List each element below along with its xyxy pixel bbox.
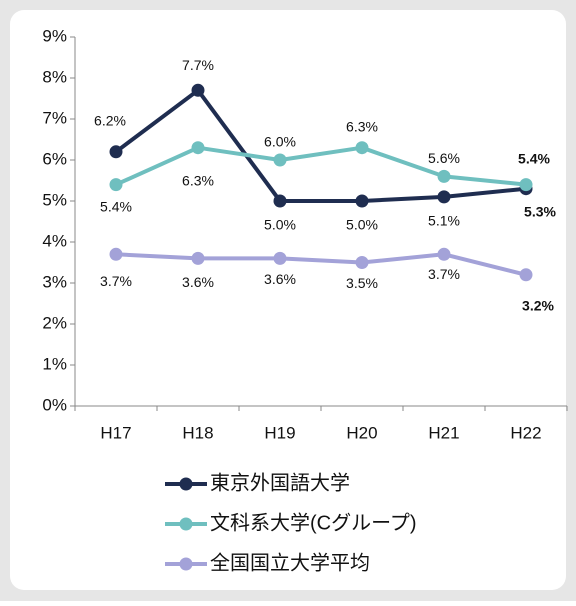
y-tick-label: 7% — [42, 108, 67, 127]
data-label: 6.2% — [94, 113, 126, 129]
y-tick-label: 4% — [42, 231, 67, 250]
data-label: 3.5% — [346, 275, 378, 291]
data-label: 3.6% — [182, 274, 214, 290]
marker — [519, 268, 533, 282]
y-tick-label: 8% — [42, 67, 67, 86]
x-tick-label: H21 — [428, 423, 459, 442]
marker — [191, 251, 205, 265]
data-label: 6.3% — [346, 118, 378, 134]
x-tick-label: H22 — [510, 423, 541, 442]
marker — [519, 178, 533, 192]
y-tick-label: 2% — [42, 313, 67, 332]
legend-label: 全国国立大学平均 — [210, 551, 370, 574]
data-label: 5.3% — [524, 203, 556, 219]
x-tick-label: H17 — [100, 423, 131, 442]
marker — [355, 256, 369, 269]
marker — [191, 83, 205, 97]
series-line — [114, 88, 527, 203]
y-tick-label: 0% — [42, 395, 67, 414]
data-label: 5.6% — [428, 150, 460, 166]
legend-marker — [179, 477, 193, 491]
data-label: 5.0% — [346, 217, 378, 233]
y-tick-label: 3% — [42, 272, 67, 291]
marker — [437, 247, 451, 261]
data-label: 6.0% — [264, 134, 296, 150]
y-tick-label: 1% — [42, 354, 67, 373]
data-label: 7.7% — [182, 57, 214, 73]
marker — [191, 141, 205, 155]
series-line — [115, 252, 527, 277]
data-label: 5.0% — [264, 217, 296, 233]
data-label: 3.7% — [428, 266, 460, 282]
data-label: 3.2% — [522, 298, 554, 314]
x-tick-label: H19 — [264, 423, 295, 442]
data-label: 6.3% — [182, 172, 214, 188]
legend-label: 東京外国語大学 — [210, 471, 350, 494]
legend-marker — [179, 517, 193, 531]
marker — [355, 194, 369, 208]
x-tick-label: H18 — [182, 423, 213, 442]
marker — [109, 247, 123, 261]
y-tick-label: 9% — [42, 26, 67, 45]
marker — [273, 153, 287, 167]
marker — [437, 190, 451, 204]
data-label: 5.4% — [518, 150, 550, 166]
marker — [273, 194, 287, 208]
data-label: 5.4% — [100, 198, 132, 214]
data-label: 3.7% — [100, 273, 132, 289]
data-label: 5.1% — [428, 213, 460, 229]
marker — [109, 145, 123, 159]
marker — [355, 141, 369, 155]
series-line — [115, 145, 527, 187]
legend-label: 文科系大学(Cグループ) — [210, 511, 417, 534]
y-tick-label: 5% — [42, 190, 67, 209]
panel — [10, 10, 566, 590]
marker — [109, 178, 123, 192]
x-tick-label: H20 — [346, 423, 377, 442]
marker — [273, 251, 287, 265]
y-tick-label: 6% — [42, 149, 67, 168]
marker — [437, 169, 451, 183]
data-label: 3.6% — [264, 271, 296, 287]
legend-marker — [179, 557, 193, 571]
